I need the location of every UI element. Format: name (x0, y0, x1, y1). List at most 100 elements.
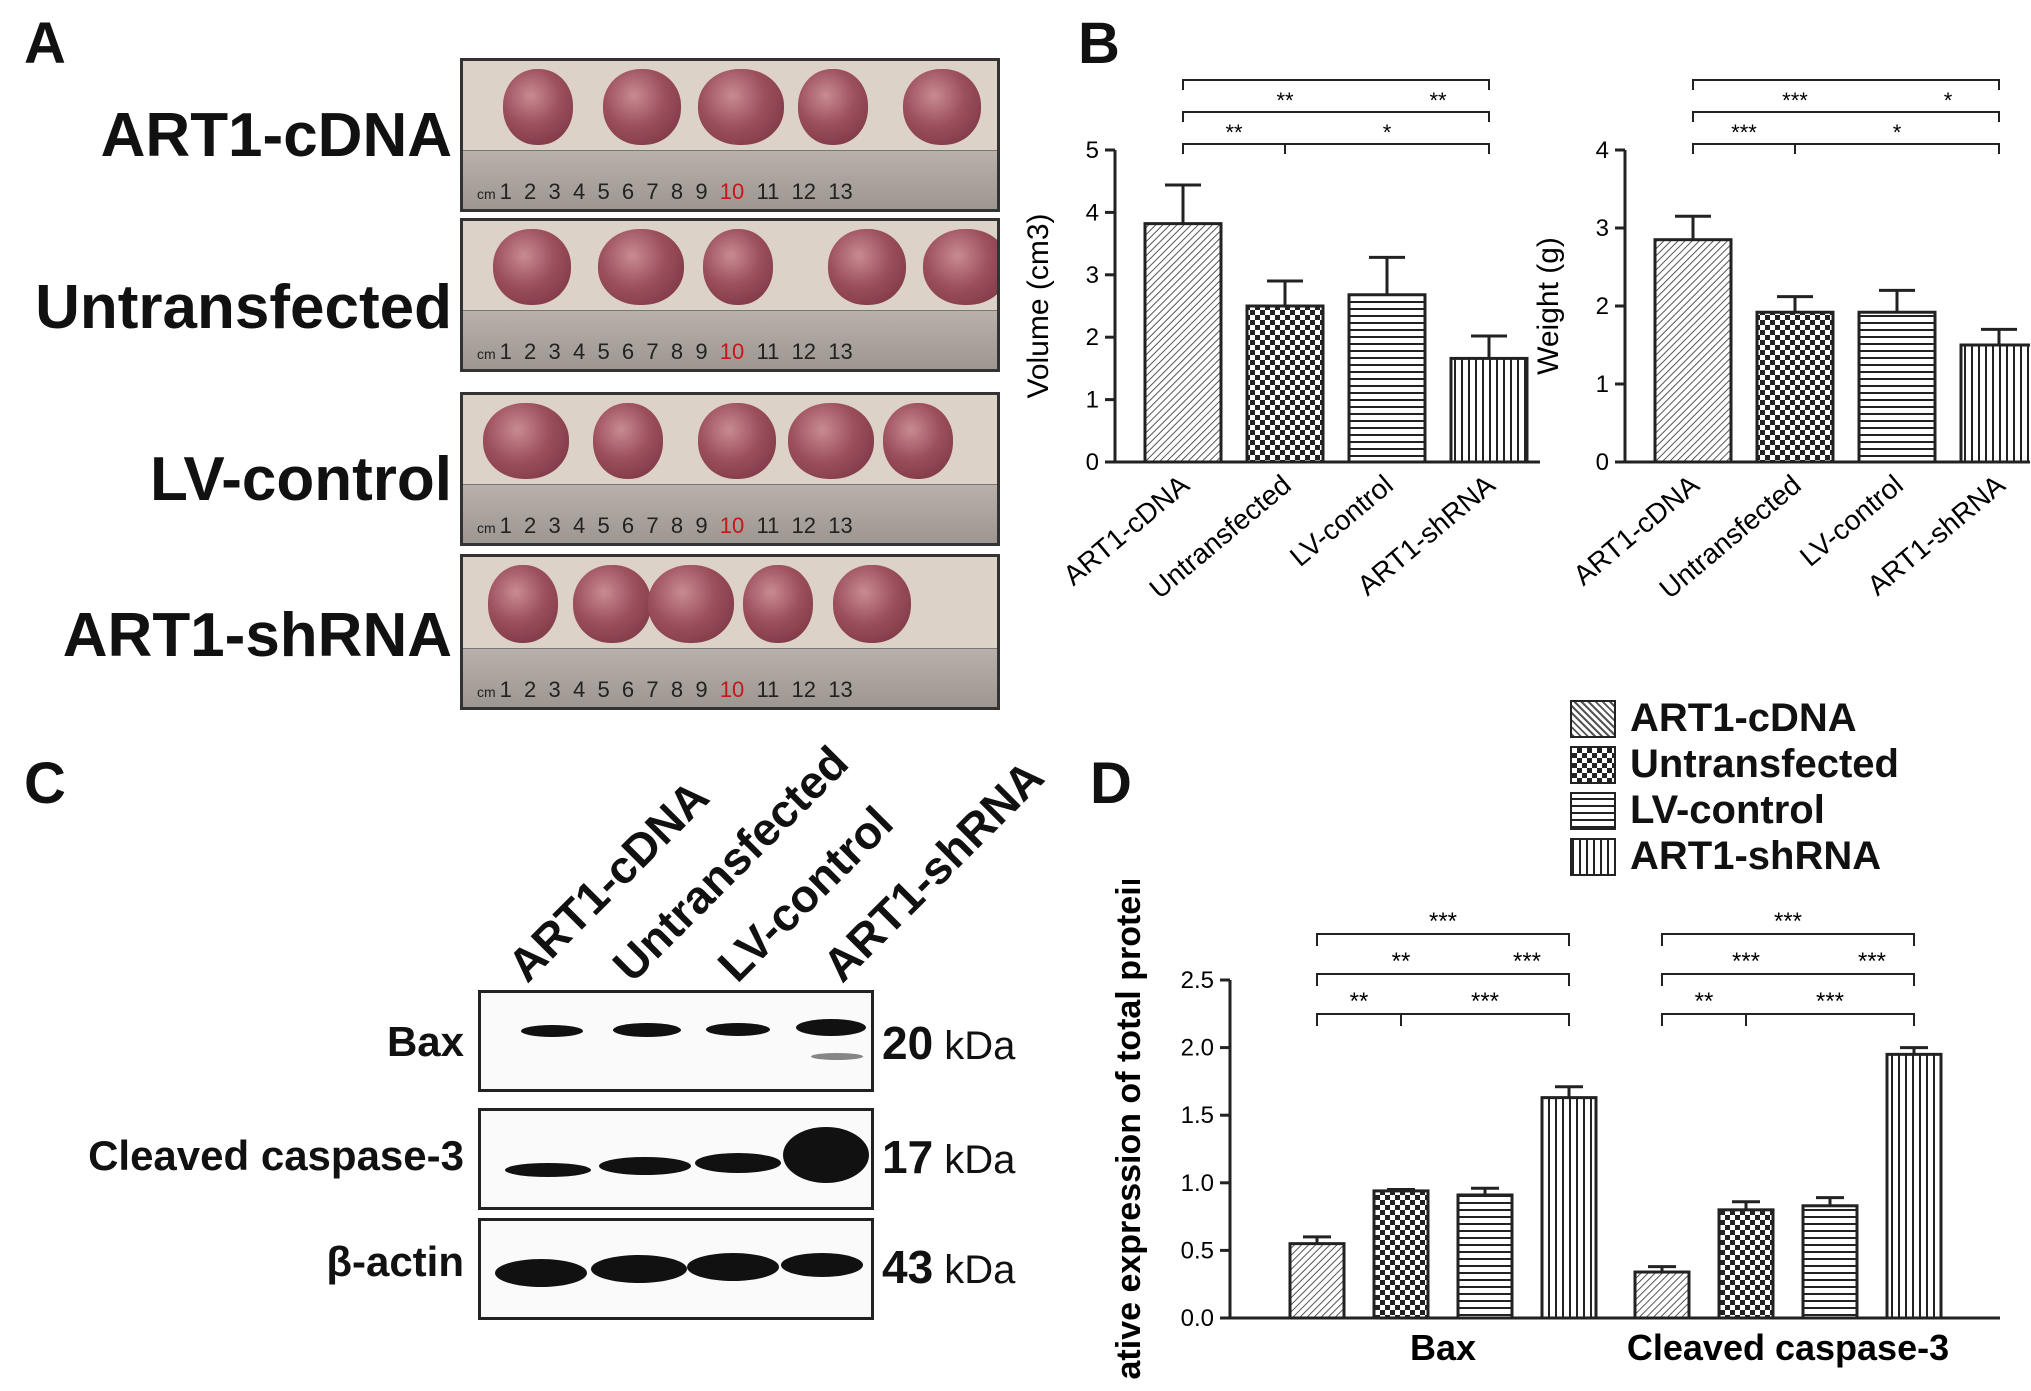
tumor (493, 229, 571, 305)
ruler-number: 5 (597, 677, 622, 702)
y-tick-label: 3 (1086, 262, 1099, 289)
tumor-photo: cm 1 2 3 4 5 6 7 8 9 10 11 12 13 (460, 58, 1000, 212)
tumor (603, 69, 681, 145)
band (521, 1025, 583, 1037)
legend-label-lv-control: LV-control (1630, 788, 1825, 832)
ruler-number: 1 (499, 339, 525, 364)
ruler-number: 12 (791, 179, 829, 204)
y-tick-label: 1 (1596, 371, 1609, 398)
ruler-number: 3 (548, 339, 573, 364)
ruler-number: 12 (791, 339, 829, 364)
ruler-number: 11 (756, 179, 792, 204)
ruler: cm 1 2 3 4 5 6 7 8 9 10 11 12 13 (463, 150, 997, 209)
significance-label: ** (1695, 988, 1714, 1015)
significance-label: * (1944, 88, 1953, 113)
band (495, 1259, 587, 1287)
ruler-number: 13 (828, 179, 865, 204)
tumor (703, 229, 773, 305)
significance-label: *** (1858, 948, 1886, 975)
significance-bracket (1692, 79, 2000, 90)
ruler-number: 9 (695, 179, 720, 204)
band (599, 1157, 691, 1175)
significance-bracket (1182, 111, 1490, 122)
bar (1540, 1096, 1598, 1320)
ruler-number: 7 (646, 677, 671, 702)
ruler-number: 5 (597, 513, 622, 538)
y-tick-label: 1.0 (1181, 1170, 1214, 1197)
ruler-number: 4 (572, 513, 598, 538)
y-tick-label: 3 (1596, 215, 1609, 242)
significance-label: *** (1816, 988, 1844, 1015)
ruler-number: 9 (695, 513, 720, 538)
ruler: cm 1 2 3 4 5 6 7 8 9 10 11 12 13 (463, 484, 997, 543)
protein-expression-chart: 0.0 0.5 1.0 1.5 2.0 2.5 Relative expression of… (1110, 880, 2000, 1380)
legend-swatch-lv-control (1570, 792, 1616, 830)
band (695, 1153, 781, 1173)
ruler-number: 7 (646, 513, 671, 538)
ruler-number: 4 (572, 339, 598, 364)
tumor (798, 69, 868, 145)
tumor (488, 565, 558, 643)
panel-letter-b: B (1078, 11, 1120, 76)
tumor (883, 403, 953, 479)
bar (1653, 238, 1733, 464)
significance-bracket (1745, 1013, 1915, 1026)
tumor-label-art1-shrna: ART1-shRNA (62, 601, 452, 670)
ruler-unit: cm (477, 346, 500, 362)
y-tick-label: 2 (1596, 293, 1609, 320)
y-tick-label: 1.5 (1181, 1102, 1214, 1129)
ruler-unit: cm (477, 186, 500, 202)
legend-swatch-untransfected (1570, 746, 1616, 784)
band (783, 1127, 869, 1183)
significance-label: ** (1225, 120, 1243, 145)
significance-bracket (1400, 1013, 1570, 1026)
ruler-numbers: cm 1 2 3 4 5 6 7 8 9 10 11 12 13 (477, 179, 865, 205)
bar (1449, 356, 1529, 464)
blot-box-cleaved-caspase-3 (478, 1108, 874, 1210)
ruler-number: 8 (670, 513, 696, 538)
significance-bracket (1692, 143, 1796, 154)
significance-bracket (1794, 143, 2000, 154)
y-tick-label: 5 (1086, 137, 1099, 164)
bar (1456, 1193, 1514, 1320)
panel-letter-d: D (1090, 751, 1132, 816)
y-tick-label: 2 (1086, 324, 1099, 351)
bar (1633, 1270, 1691, 1320)
tumor (698, 403, 776, 479)
significance-label: ** (1276, 88, 1294, 113)
ruler-number: 2 (524, 677, 549, 702)
ruler-number: 13 (828, 677, 865, 702)
kda-bax: 20 kDa (882, 1017, 1016, 1069)
blot-box-beta-actin (478, 1218, 874, 1320)
significance-label: * (1893, 120, 1902, 145)
bar (1801, 1204, 1859, 1320)
significance-label: *** (1731, 120, 1757, 145)
tumor (698, 69, 784, 145)
bar (1717, 1208, 1775, 1320)
significance-label: ** (1392, 948, 1411, 975)
significance-bracket (1316, 1013, 1402, 1026)
tumor (923, 229, 997, 305)
band (613, 1023, 681, 1037)
ruler-number: 10 (719, 179, 757, 204)
tumor-photo: cm 1 2 3 4 5 6 7 8 9 10 11 12 13 (460, 392, 1000, 546)
ruler-number: 9 (695, 339, 720, 364)
ruler-number: 11 (756, 339, 792, 364)
panel-letter-c: C (24, 751, 66, 816)
tumor-label-art1-cdna: ART1-cDNA (100, 101, 452, 170)
band (796, 1019, 866, 1036)
ruler-number: 10 (719, 339, 757, 364)
band (811, 1053, 863, 1060)
y-tick-label: 0 (1596, 449, 1609, 476)
ruler-unit: cm (477, 520, 500, 536)
significance-bracket (1316, 933, 1570, 946)
tumor-label-lv-control: LV-control (150, 445, 452, 514)
ruler-number: 7 (646, 339, 671, 364)
tumor (743, 565, 813, 643)
significance-label: *** (1429, 908, 1457, 935)
significance-label: *** (1471, 988, 1499, 1015)
kda-cleaved-caspase-3: 17 kDa (882, 1131, 1016, 1183)
ruler-number: 1 (499, 179, 525, 204)
ruler-numbers: cm 1 2 3 4 5 6 7 8 9 10 11 12 13 (477, 339, 865, 365)
ruler-unit: cm (477, 684, 500, 700)
